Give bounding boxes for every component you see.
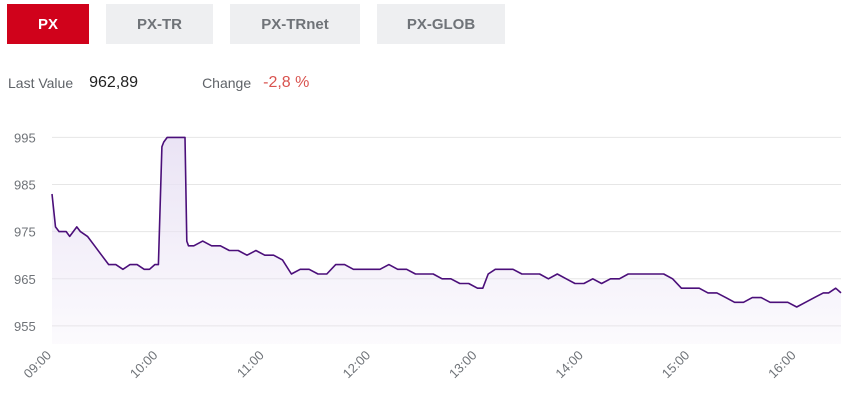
x-tick-label: 09:00 [21, 348, 55, 382]
change-value: -2,8 % [263, 74, 310, 91]
x-tick-label: 14:00 [552, 348, 586, 382]
x-tick-label: 16:00 [765, 348, 799, 382]
y-tick-label: 985 [14, 178, 36, 193]
x-tick-label: 11:00 [234, 348, 267, 381]
tab-px-trnet[interactable]: PX-TRnet [230, 4, 360, 44]
index-tabs: PX PX-TR PX-TRnet PX-GLOB [7, 4, 522, 44]
change-label: Change [202, 75, 252, 91]
x-tick-label: 10:00 [127, 348, 161, 382]
tab-px-glob[interactable]: PX-GLOB [377, 4, 505, 44]
x-tick-label: 12:00 [340, 348, 374, 382]
series-area [52, 137, 841, 344]
tab-px-tr[interactable]: PX-TR [106, 4, 213, 44]
last-value-label: Last Value [8, 75, 74, 91]
y-tick-label: 965 [14, 272, 36, 287]
y-tick-label: 955 [14, 319, 36, 334]
y-tick-label: 975 [14, 225, 36, 240]
x-tick-label: 13:00 [446, 348, 480, 382]
stats-row: Last Value 962,89 Change -2,8 % [8, 70, 309, 96]
last-value: 962,89 [89, 74, 139, 91]
x-tick-label: 15:00 [659, 348, 693, 382]
tab-px[interactable]: PX [7, 4, 89, 44]
series-line [51, 136, 842, 308]
y-tick-label: 995 [14, 130, 36, 145]
index-chart: 995 985 975 965 955 09:00 10:00 11:00 12:00 13:00… [14, 130, 842, 382]
